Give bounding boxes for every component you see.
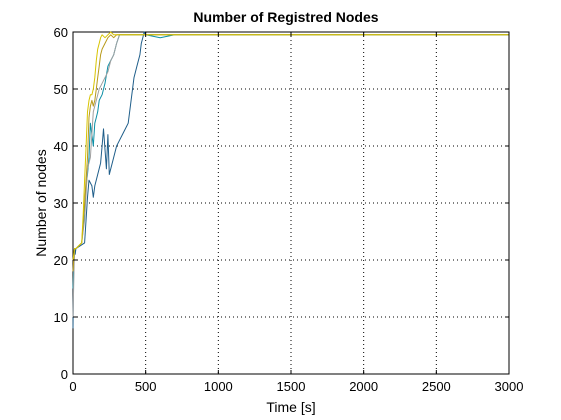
x-tick-label-2: 1000 xyxy=(204,379,233,394)
x-tick-label-4: 2000 xyxy=(349,379,378,394)
series-group xyxy=(72,31,509,329)
x-tick-label-3: 1500 xyxy=(277,379,306,394)
x-tick-label-5: 2500 xyxy=(422,379,451,394)
y-tick-label-1: 10 xyxy=(54,310,68,325)
y-tick-label-4: 40 xyxy=(54,139,68,154)
chart-title: Number of Registred Nodes xyxy=(193,9,378,25)
y-tick-label-6: 60 xyxy=(54,25,68,40)
x-axis-label: Time [s] xyxy=(266,399,315,415)
y-tick-label-3: 30 xyxy=(54,196,68,211)
series-line-5 xyxy=(72,31,509,261)
y-axis-label: Number of nodes xyxy=(33,149,49,256)
y-tick-label-2: 20 xyxy=(54,253,68,268)
ticks: 0 500 1000 1500 2000 2500 3000 0 10 20 30 40 50 60 xyxy=(54,25,524,394)
grid xyxy=(73,32,509,374)
x-tick-label-1: 500 xyxy=(135,379,157,394)
x-tick-label-0: 0 xyxy=(69,379,76,394)
y-tick-label-0: 0 xyxy=(61,367,68,382)
plot-area xyxy=(72,31,510,375)
y-tick-label-5: 50 xyxy=(54,82,68,97)
x-tick-label-6: 3000 xyxy=(495,379,524,394)
